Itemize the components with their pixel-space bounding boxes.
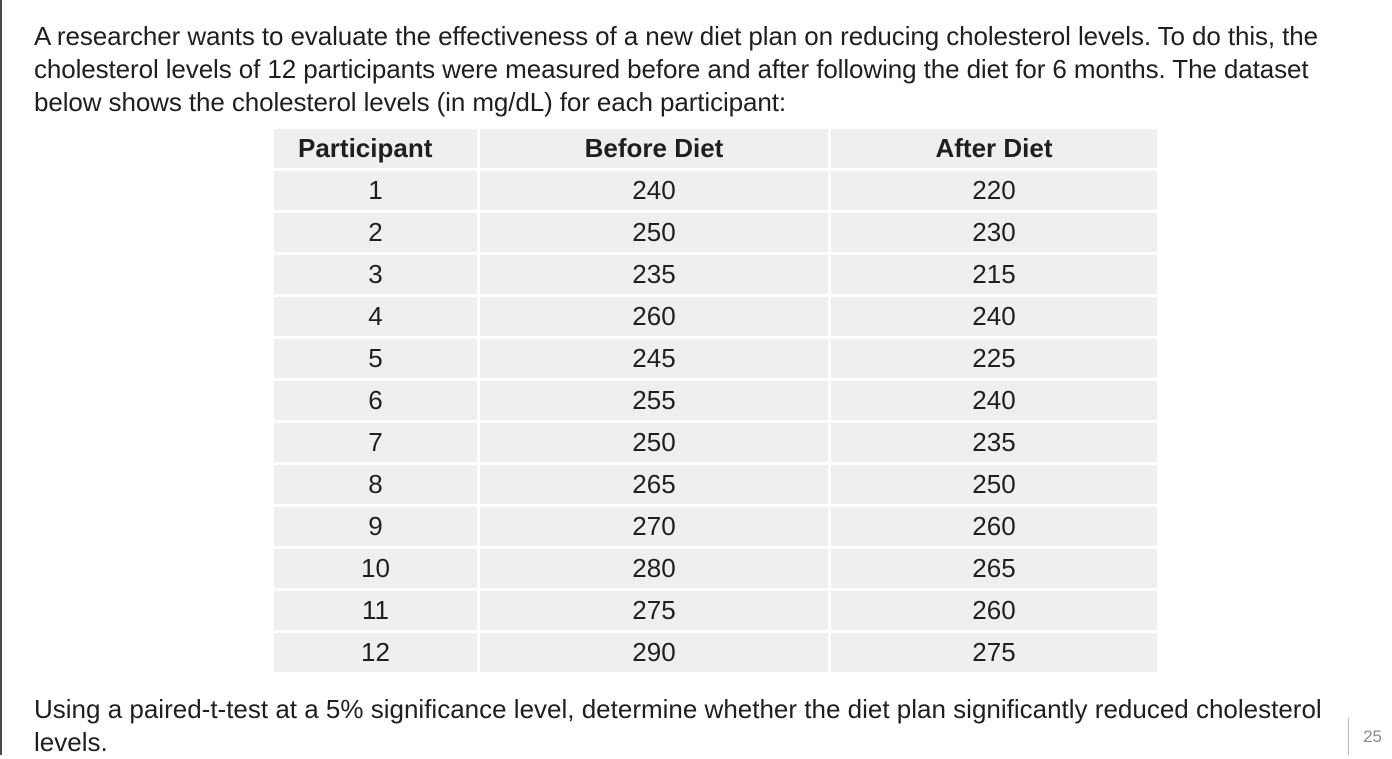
participant-cell: 11: [274, 591, 477, 630]
before-diet-cell: 290: [480, 633, 828, 672]
page-number: 25: [1363, 727, 1382, 746]
column-header-after-diet: After Diet: [831, 129, 1157, 168]
after-diet-cell: 260: [831, 591, 1157, 630]
table-row: 4 260 240: [274, 297, 1157, 336]
participant-cell: 8: [274, 465, 477, 504]
before-diet-cell: 250: [480, 213, 828, 252]
table-row: 3 235 215: [274, 255, 1157, 294]
participant-cell: 2: [274, 213, 477, 252]
before-diet-cell: 280: [480, 549, 828, 588]
page-number-divider: [1348, 718, 1349, 755]
before-diet-cell: 240: [480, 171, 828, 210]
after-diet-cell: 215: [831, 255, 1157, 294]
participant-cell: 7: [274, 423, 477, 462]
after-diet-cell: 275: [831, 633, 1157, 672]
table-row: 12 290 275: [274, 633, 1157, 672]
participant-cell: 6: [274, 381, 477, 420]
column-header-participant: Participant: [274, 129, 477, 168]
before-diet-cell: 275: [480, 591, 828, 630]
table-row: 11 275 260: [274, 591, 1157, 630]
before-diet-cell: 235: [480, 255, 828, 294]
participant-cell: 12: [274, 633, 477, 672]
before-diet-cell: 265: [480, 465, 828, 504]
problem-intro-text: A researcher wants to evaluate the effec…: [34, 21, 1318, 117]
after-diet-cell: 235: [831, 423, 1157, 462]
after-diet-cell: 220: [831, 171, 1157, 210]
table-row: 1 240 220: [274, 171, 1157, 210]
after-diet-cell: 225: [831, 339, 1157, 378]
after-diet-cell: 230: [831, 213, 1157, 252]
column-header-before-diet: Before Diet: [480, 129, 828, 168]
before-diet-cell: 255: [480, 381, 828, 420]
table-row: 8 265 250: [274, 465, 1157, 504]
before-diet-cell: 245: [480, 339, 828, 378]
table-row: 9 270 260: [274, 507, 1157, 546]
before-diet-cell: 270: [480, 507, 828, 546]
after-diet-cell: 265: [831, 549, 1157, 588]
table-row: 2 250 230: [274, 213, 1157, 252]
participant-cell: 4: [274, 297, 477, 336]
table-row: 6 255 240: [274, 381, 1157, 420]
table-row: 5 245 225: [274, 339, 1157, 378]
page-left-border: [0, 0, 2, 755]
participant-cell: 5: [274, 339, 477, 378]
table-row: 7 250 235: [274, 423, 1157, 462]
after-diet-cell: 240: [831, 381, 1157, 420]
after-diet-cell: 240: [831, 297, 1157, 336]
participant-cell: 3: [274, 255, 477, 294]
participant-cell: 9: [274, 507, 477, 546]
after-diet-cell: 250: [831, 465, 1157, 504]
before-diet-cell: 260: [480, 297, 828, 336]
participant-cell: 1: [274, 171, 477, 210]
after-diet-cell: 260: [831, 507, 1157, 546]
participant-cell: 10: [274, 549, 477, 588]
problem-question-text: Using a paired-t-test at a 5% significan…: [34, 694, 1322, 757]
table-header-row: Participant Before Diet After Diet: [274, 129, 1157, 168]
before-diet-cell: 250: [480, 423, 828, 462]
cholesterol-data-table: Participant Before Diet After Diet 1 240…: [271, 126, 1160, 675]
table-row: 10 280 265: [274, 549, 1157, 588]
